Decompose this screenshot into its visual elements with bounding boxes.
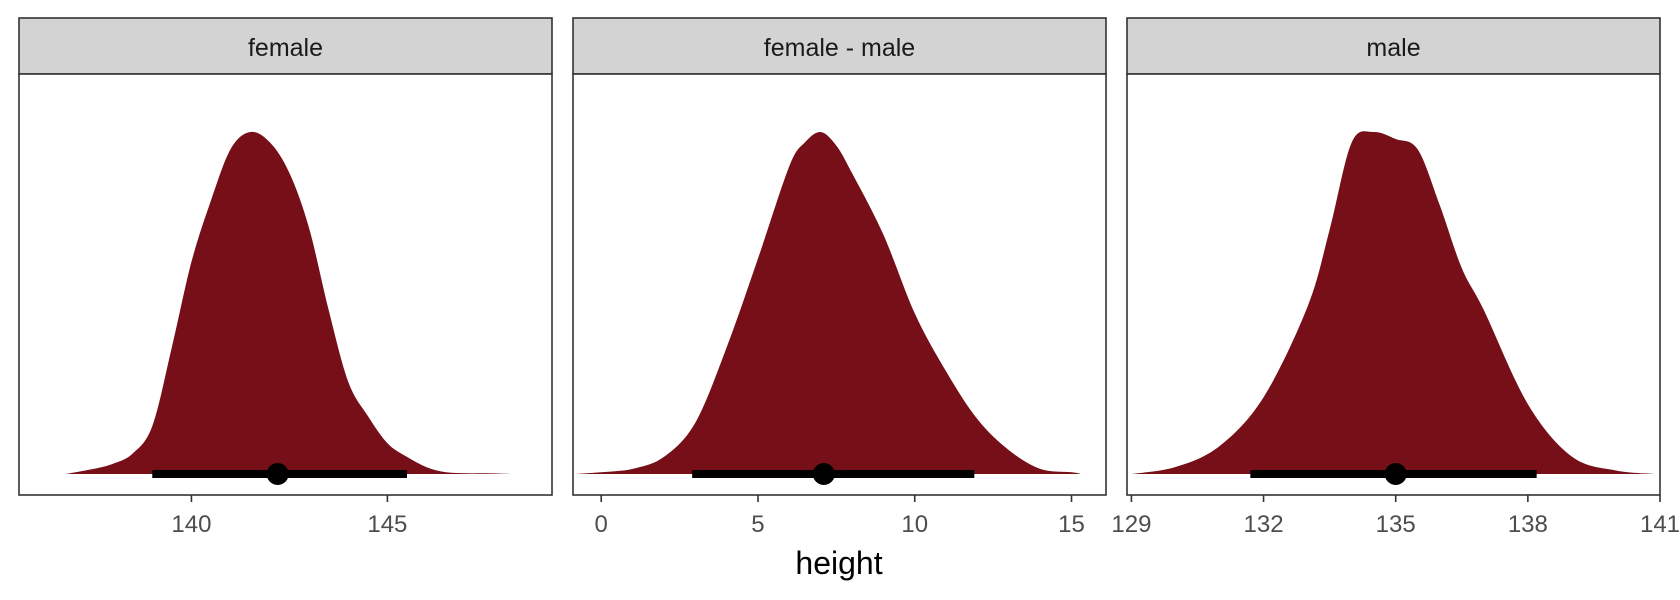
strip-background [572,17,1107,75]
x-tick-label: 135 [1376,511,1416,538]
point-estimate [812,463,835,485]
point-estimate [1384,463,1407,485]
x-axis-title: height [795,545,882,581]
strip-label: female [248,34,323,62]
chart-panels: female 140 145 female - male 0 5 10 15 male 129 13… [18,17,1680,538]
x-tick-label: 10 [901,511,928,538]
strip-label: male [1366,34,1420,62]
point-estimate [266,463,289,485]
x-tick-label: 0 [595,511,608,538]
x-tick-label: 141 [1640,511,1680,538]
strip-background [1126,17,1661,75]
panel-3: male 129 132 135 138 141 [1111,17,1680,538]
density-area [1131,131,1656,475]
density-area [66,131,513,474]
x-tick-label: 138 [1508,511,1548,538]
panel-2: female - male 0 5 10 15 [572,17,1107,538]
x-tick-label: 132 [1244,511,1284,538]
strip-background [18,17,553,75]
density-area [576,131,1081,474]
x-tick-label: 129 [1111,511,1151,538]
x-tick-label: 5 [751,511,764,538]
strip-label: female - male [764,34,915,62]
x-tick-label: 15 [1058,511,1085,538]
x-tick-label: 140 [171,511,211,538]
panel-1: female 140 145 [18,17,553,538]
x-tick-label: 145 [367,511,407,538]
